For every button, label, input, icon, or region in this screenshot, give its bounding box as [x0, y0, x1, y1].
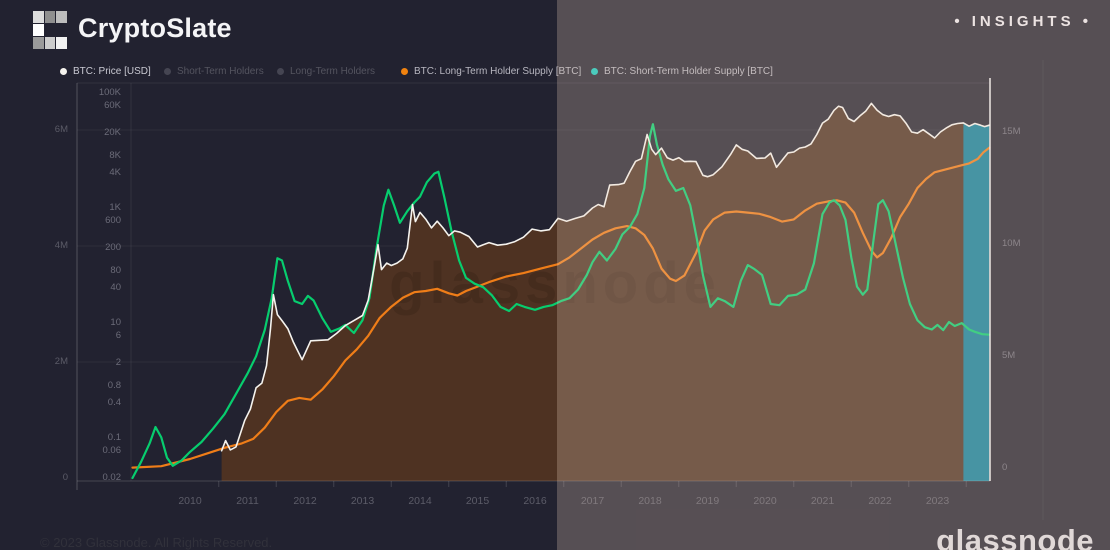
legend-item-btc-short-term-holder-supply-btc[interactable]: BTC: Short-Term Holder Supply [BTC]: [591, 65, 773, 77]
x-axis-tick-label: 2022: [868, 495, 892, 507]
glassnode-watermark: glassnode: [389, 251, 721, 316]
legend-dot-icon: [277, 67, 284, 75]
x-axis-tick-label: 2017: [580, 495, 605, 507]
price-axis-tick-label: 0.8: [107, 380, 121, 392]
sth-supply-highlight-band: [963, 122, 990, 482]
price-axis-tick-label: 6: [115, 329, 121, 341]
x-axis-tick-label: 2010: [178, 495, 202, 507]
logo-pixel: [44, 11, 56, 23]
legend-label: BTC: Price [USD]: [73, 65, 151, 77]
cryptoslate-logo-icon: [33, 11, 67, 49]
price-axis-tick-label: 1K: [109, 202, 121, 213]
logo-pixel: [33, 11, 44, 23]
left-axis-tick-label: 2M: [54, 356, 68, 367]
legend-label: Short-Term Holders: [177, 65, 264, 77]
price-axis-tick-label: 200: [105, 242, 121, 254]
right-axis-tick-label: 15M: [1002, 126, 1021, 137]
x-axis-tick-label: 2016: [523, 495, 547, 507]
price-axis-tick-label: 8K: [109, 150, 121, 162]
left-axis-tick-label: 4M: [54, 240, 68, 251]
x-axis-tick-label: 2011: [236, 495, 259, 507]
price-axis-tick-label: 100K: [98, 87, 121, 98]
legend-item-long-term-holders[interactable]: Long-Term Holders: [277, 65, 375, 77]
price-axis-tick-label: 0.1: [107, 432, 121, 443]
price-axis-tick-label: 4K: [109, 167, 121, 179]
legend-dot-icon: [401, 67, 408, 75]
price-axis-tick-label: 0.4: [107, 397, 121, 409]
price-axis-tick-label: 0.06: [102, 444, 122, 456]
x-axis-tick-label: 2015: [465, 495, 490, 507]
right-axis-tick-label: 0: [1002, 462, 1008, 473]
legend-item-btc-price-usd[interactable]: BTC: Price [USD]: [60, 65, 151, 77]
logo-pixel: [56, 37, 67, 49]
legend-label: BTC: Short-Term Holder Supply [BTC]: [604, 65, 773, 77]
legend-dot-icon: [60, 67, 67, 75]
legend-dot-icon: [164, 67, 171, 75]
lth-supply-line: [131, 146, 991, 469]
x-axis-tick-label: 2012: [293, 495, 317, 507]
x-axis-tick-label: 2019: [695, 495, 720, 507]
price-area-fill: [221, 103, 990, 482]
x-axis-tick-label: 2013: [350, 495, 375, 507]
x-axis-tick-label: 2014: [408, 495, 432, 507]
right-axis-tick-label: 5M: [1002, 350, 1016, 361]
insights-badge: • INSIGHTS •: [954, 13, 1092, 30]
price-axis-tick-label: 20K: [104, 127, 121, 139]
x-axis-tick-label: 2020: [753, 495, 777, 507]
x-axis-tick-label: 2018: [638, 495, 662, 507]
price-axis-tick-label: 40: [110, 282, 121, 294]
copyright-text: © 2023 Glassnode. All Rights Reserved.: [40, 535, 273, 550]
price-axis-tick-label: 60K: [104, 99, 121, 111]
left-axis-tick-label: 0: [62, 472, 68, 483]
logo-pixel: [33, 24, 44, 36]
right-axis-tick-label: 10M: [1002, 238, 1021, 249]
price-axis-tick-label: 2: [115, 357, 121, 369]
legend-label: BTC: Long-Term Holder Supply [BTC]: [414, 65, 582, 77]
glassnode-logo: glassnode: [936, 523, 1094, 550]
price-axis-tick-label: 600: [105, 214, 121, 226]
logo-pixel: [56, 11, 67, 23]
legend-item-short-term-holders[interactable]: Short-Term Holders: [164, 65, 264, 77]
price-axis-tick-label: 80: [110, 265, 121, 277]
legend-item-btc-long-term-holder-supply-btc[interactable]: BTC: Long-Term Holder Supply [BTC]: [401, 65, 581, 77]
logo-pixel: [44, 37, 56, 49]
legend-dot-icon: [591, 67, 598, 75]
price-axis-tick-label: 0.02: [102, 472, 122, 484]
price-axis-tick-label: 10: [110, 317, 121, 328]
short-term-holders-line: [131, 123, 991, 480]
logo-pixel: [33, 37, 44, 49]
x-axis-tick-label: 2021: [810, 495, 835, 507]
legend-label: Long-Term Holders: [290, 65, 376, 77]
site-title: CryptoSlate: [78, 13, 232, 43]
left-axis-tick-label: 6M: [54, 124, 68, 135]
x-axis-tick-label: 2023: [925, 495, 950, 507]
btc-price-line: [220, 102, 991, 452]
